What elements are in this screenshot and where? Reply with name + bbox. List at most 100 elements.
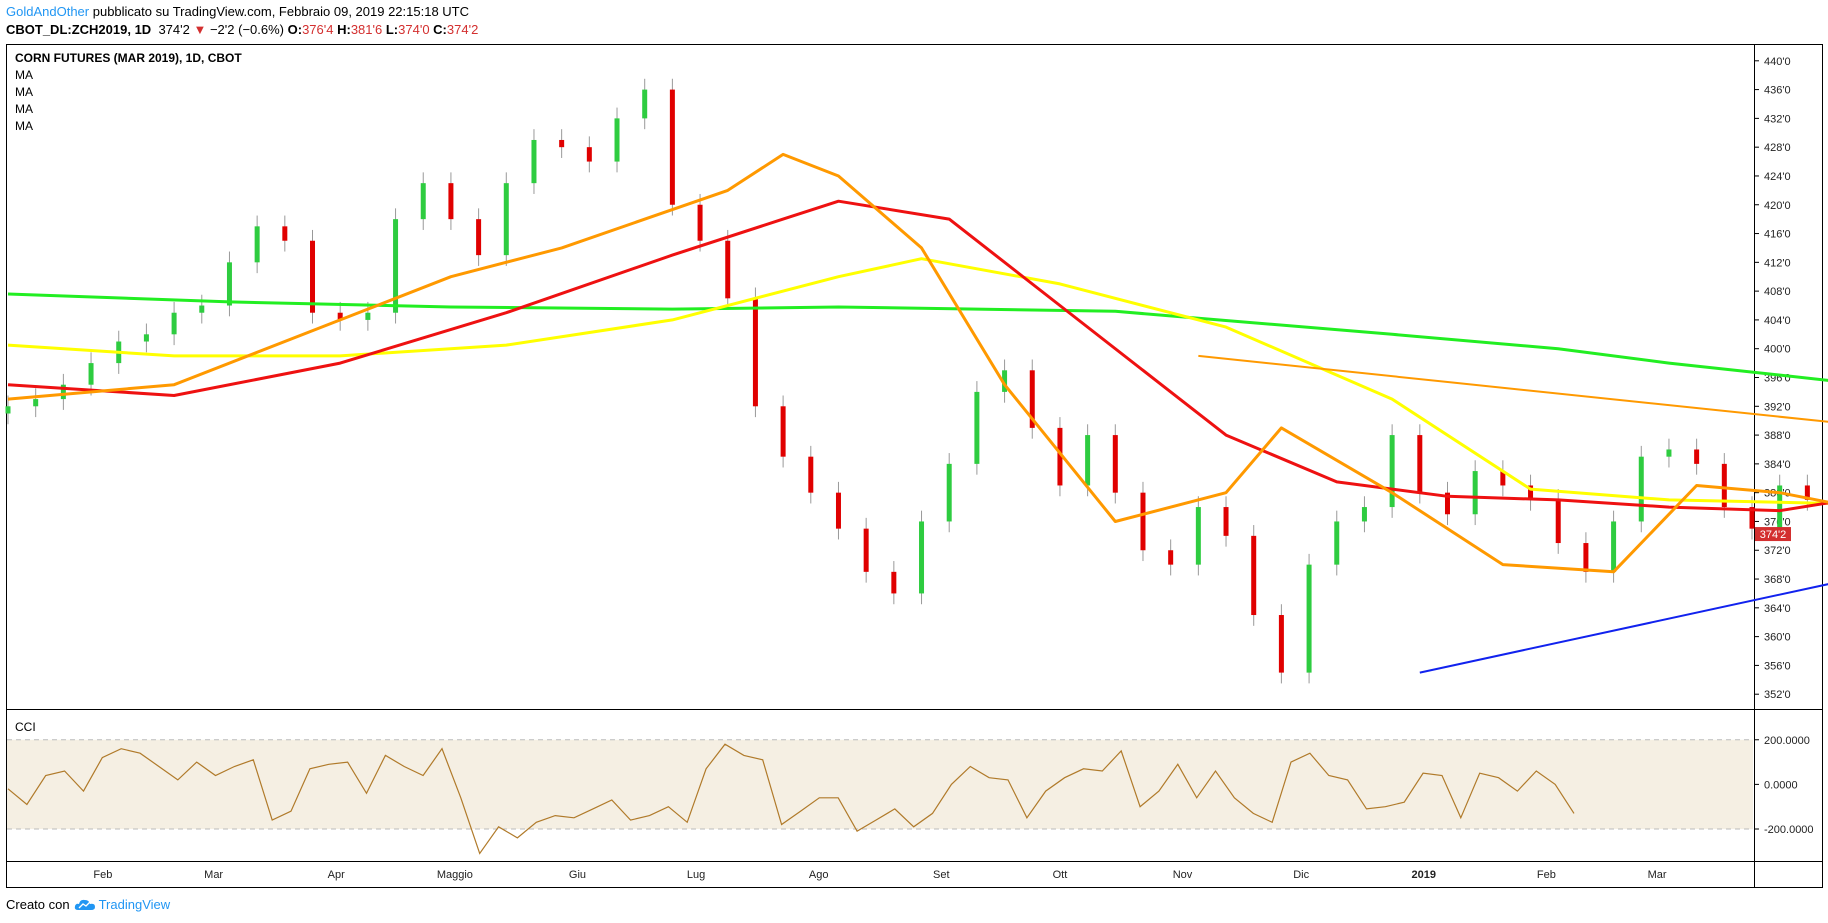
candle-body [1721, 463, 1727, 508]
last-price: 374'2 [158, 22, 190, 37]
candle-body [891, 571, 897, 594]
trendline-1[interactable] [1419, 475, 1828, 674]
price-tick-label: 412'0 [1764, 257, 1791, 269]
candle-body [1666, 449, 1672, 457]
time-tick-label: 2019 [1412, 869, 1436, 881]
candle-body [503, 183, 509, 256]
candle-body [725, 240, 731, 299]
candle-body [1444, 492, 1450, 515]
price-tick-label: 440'0 [1764, 56, 1791, 68]
price-tick-label: 368'0 [1764, 574, 1791, 586]
candle-body [946, 463, 952, 522]
candle-body [1417, 435, 1423, 493]
ma-legend-1: MA [15, 68, 33, 82]
candle-body [310, 240, 316, 313]
ma-legend-2: MA [15, 85, 33, 99]
candle-body [1638, 456, 1644, 522]
cci-tick-label: 0.0000 [1764, 779, 1798, 791]
time-tick-label: Ago [809, 869, 829, 881]
candle-body [171, 312, 177, 335]
candle-body [5, 406, 11, 414]
cci-tick-label: -200.0000 [1764, 824, 1814, 836]
time-tick-label: Set [933, 869, 950, 881]
price-tick-label: 424'0 [1764, 171, 1791, 183]
candle-body [393, 219, 399, 313]
low-value: 374'0 [398, 22, 430, 37]
time-tick-label: Ott [1053, 869, 1068, 881]
time-tick-label: Dic [1293, 869, 1309, 881]
price-tick-label: 392'0 [1764, 401, 1791, 413]
candle-body [642, 89, 648, 119]
time-tick-label: Apr [328, 869, 345, 881]
candle-body [835, 492, 841, 529]
price-tick-label: 364'0 [1764, 603, 1791, 615]
high-label: H: [337, 22, 351, 37]
candle-body [974, 391, 980, 464]
symbol-label: CBOT_DL:ZCH2019, 1D [6, 22, 152, 37]
candle-body [1278, 615, 1284, 673]
cci-label: CCI [15, 720, 36, 734]
candle-body [199, 305, 205, 313]
candle-body [1057, 427, 1063, 486]
candle-body [1085, 435, 1091, 486]
ohlc-legend: CBOT_DL:ZCH2019, 1D 374'2 ▼ −2'2 (−0.6%)… [6, 21, 478, 38]
ma-legend-4: MA [15, 119, 33, 133]
candle-body [1112, 435, 1118, 493]
candle-body [1195, 507, 1201, 565]
candle-body [1306, 564, 1312, 673]
candle-body [88, 363, 94, 385]
chart-title: CORN FUTURES (MAR 2019), 1D, CBOT [15, 51, 242, 65]
moving-average-line-4 [7, 152, 1828, 574]
candle-body [780, 406, 786, 457]
candle-body [614, 118, 620, 162]
publication-header: GoldAndOther pubblicato su TradingView.c… [6, 3, 469, 20]
price-tick-label: 360'0 [1764, 632, 1791, 644]
price-tick-label: 352'0 [1764, 689, 1791, 701]
cci-tick-label: 200.0000 [1764, 735, 1810, 747]
candle-body [1029, 370, 1035, 428]
last-price-badge-label: 374'2 [1760, 529, 1787, 541]
candle-body [1002, 370, 1008, 392]
candle-body [365, 312, 371, 320]
down-arrow-icon: ▼ [193, 22, 207, 37]
candle-body [752, 298, 758, 407]
cci-line [7, 743, 1575, 855]
price-tick-label: 384'0 [1764, 459, 1791, 471]
candle-body [559, 139, 565, 148]
tradingview-link[interactable]: TradingView [74, 897, 170, 912]
candle-body [60, 384, 66, 400]
open-value: 376'4 [302, 22, 334, 37]
candle-body [919, 521, 925, 594]
candle-body [1555, 499, 1561, 544]
candle-body [1334, 521, 1340, 565]
time-tick-label: Lug [687, 869, 705, 881]
candle-body [1528, 485, 1534, 500]
cci-band [7, 739, 1753, 829]
candle-body [1583, 543, 1589, 572]
candle-body [1140, 492, 1146, 551]
candle-body [33, 399, 39, 407]
candle-body [226, 262, 232, 306]
candle-body [1472, 471, 1478, 515]
trendline-2[interactable] [1198, 354, 1828, 475]
last-price-badge [1755, 527, 1791, 542]
candle-body [1611, 521, 1617, 572]
price-tick-label: 408'0 [1764, 286, 1791, 298]
price-tick-label: 436'0 [1764, 85, 1791, 97]
author-link[interactable]: GoldAndOther [6, 4, 90, 19]
candle-body [337, 312, 343, 320]
candle-body [1749, 507, 1755, 529]
price-tick-label: 372'0 [1764, 545, 1791, 557]
price-tick-label: 356'0 [1764, 660, 1791, 672]
close-value: 374'2 [446, 22, 479, 37]
time-tick-label: Giu [569, 869, 586, 881]
ma-legend-3: MA [15, 102, 33, 116]
price-tick-label: 428'0 [1764, 142, 1791, 154]
candle-body [1804, 485, 1810, 500]
price-tick-label: 388'0 [1764, 430, 1791, 442]
price-change: −2'2 (−0.6%) [209, 22, 284, 37]
price-tick-label: 416'0 [1764, 229, 1791, 241]
created-with-text: Creato con [6, 897, 70, 912]
tradingview-cloud-icon [74, 899, 95, 910]
